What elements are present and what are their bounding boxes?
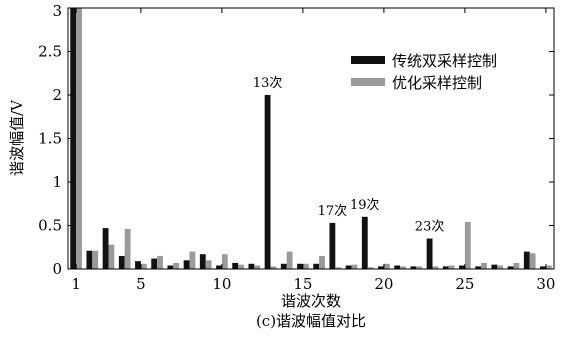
- bar-traditional-h16: [313, 263, 320, 269]
- bar-optimized-h26: [481, 262, 487, 269]
- bar-traditional-h12: [248, 263, 255, 269]
- bar-traditional-h11: [232, 262, 239, 269]
- bar-traditional-h3: [102, 228, 109, 269]
- bar-optimized-h20: [383, 263, 390, 269]
- bar-optimized-h5: [140, 263, 147, 269]
- y-tick-label: 1: [52, 173, 62, 191]
- bar-traditional-h4: [118, 255, 125, 269]
- bar-optimized-h29: [529, 253, 536, 269]
- bar-optimized-h15: [302, 263, 309, 269]
- bar-traditional-h21: [394, 265, 401, 269]
- bar-optimized-h4: [124, 228, 131, 269]
- bar-optimized-h28: [513, 262, 520, 269]
- bar-optimized-h12: [254, 265, 261, 269]
- bar-traditional-h19: [361, 216, 368, 269]
- bar-traditional-h8: [183, 260, 190, 269]
- x-tick-label: 5: [136, 275, 146, 293]
- bar-traditional-h23: [426, 238, 433, 269]
- x-axis-label: 谐波次数: [281, 292, 341, 310]
- bar-optimized-h16: [319, 255, 325, 269]
- bar-traditional-h26: [475, 266, 482, 269]
- bar-optimized-h7: [173, 262, 180, 269]
- x-tick-label: 30: [536, 275, 555, 293]
- bar-optimized-h21: [400, 266, 406, 269]
- bar-traditional-h6: [151, 258, 158, 269]
- x-tick-label: 10: [212, 275, 231, 293]
- bar-traditional-h20: [378, 266, 384, 269]
- bar-optimized-h3: [108, 244, 115, 269]
- bar-traditional-h22: [410, 266, 417, 269]
- bar-optimized-h6: [157, 255, 163, 269]
- x-tick-label: 1: [71, 275, 81, 293]
- legend-label-traditional: 传统双采样控制: [392, 52, 497, 70]
- annotations-layer: 13次 17次 19次 23次: [253, 75, 445, 235]
- bar-traditional-h15: [297, 263, 303, 269]
- bar-traditional-h25: [459, 265, 465, 269]
- bar-traditional-h30: [540, 266, 546, 269]
- bar-optimized-h18: [351, 264, 358, 269]
- x-tick-label: 25: [455, 275, 474, 293]
- bar-traditional-h24: [442, 266, 449, 269]
- y-tick-label: 0.5: [38, 217, 62, 235]
- bar-traditional-h7: [167, 265, 174, 269]
- bar-traditional-h2: [86, 250, 93, 269]
- plot-frame: [67, 7, 555, 270]
- bar-optimized-h30: [545, 265, 552, 269]
- bars-layer: [70, 8, 552, 269]
- bar-traditional-h14: [280, 263, 287, 269]
- y-tick-label: 2.5: [38, 43, 62, 61]
- figure-caption: (c)谐波幅值对比: [256, 312, 366, 330]
- bar-traditional-h27: [491, 264, 498, 269]
- annotation-label: 19次: [350, 197, 380, 213]
- bar-traditional-h13: [264, 95, 271, 269]
- bar-traditional-h28: [507, 266, 514, 269]
- x-tick-label: 15: [293, 275, 312, 293]
- bar-optimized-h25: [464, 222, 471, 269]
- bar-optimized-h9: [205, 260, 212, 269]
- bar-optimized-h24: [448, 265, 455, 269]
- bar-optimized-h10: [221, 254, 228, 269]
- bar-traditional-h9: [199, 254, 206, 269]
- y-axis-label: 谐波幅值/V: [8, 99, 26, 176]
- bar-optimized-h27: [497, 265, 504, 269]
- bar-optimized-h14: [286, 251, 293, 269]
- annotation-label: 17次: [318, 203, 348, 219]
- bar-traditional-h18: [345, 265, 352, 269]
- bar-optimized-h11: [238, 264, 244, 269]
- y-tick-label: 3: [52, 2, 62, 20]
- legend: 传统双采样控制 优化采样控制: [351, 52, 497, 92]
- y-tick-label: 0: [52, 260, 62, 278]
- annotation-label: 23次: [415, 219, 445, 235]
- bar-optimized-h19: [367, 267, 374, 269]
- y-tick-label: 2: [52, 86, 62, 104]
- legend-label-optimized: 优化采样控制: [392, 74, 482, 92]
- bar-optimized-h1: [76, 8, 82, 269]
- bar-traditional-h29: [523, 251, 530, 269]
- bar-traditional-h1: [70, 8, 77, 269]
- bar-optimized-h23: [432, 266, 439, 269]
- y-tick-label: 1.5: [38, 130, 62, 148]
- bar-optimized-h22: [416, 266, 423, 269]
- bar-traditional-h5: [135, 261, 141, 269]
- bar-optimized-h13: [270, 266, 277, 269]
- x-tick-label: 20: [374, 275, 393, 293]
- bar-traditional-h10: [216, 265, 222, 269]
- bar-optimized-h17: [335, 267, 342, 269]
- bar-optimized-h8: [189, 251, 196, 269]
- bar-traditional-h17: [329, 222, 336, 269]
- annotation-label: 13次: [253, 75, 283, 91]
- bar-optimized-h2: [92, 250, 99, 269]
